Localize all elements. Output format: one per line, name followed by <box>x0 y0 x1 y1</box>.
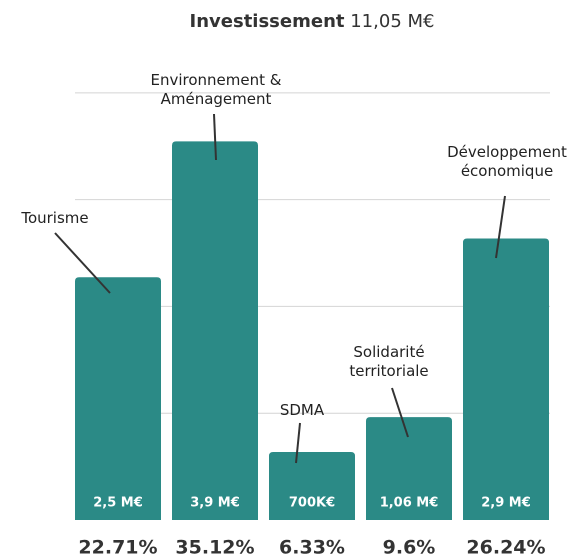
share-label: 22.71% <box>78 537 157 556</box>
category-label: Tourisme <box>20 209 88 227</box>
bar <box>75 277 161 520</box>
category-line: territoriale <box>349 362 428 380</box>
category-label: SDMA <box>280 401 325 419</box>
bar <box>172 141 258 521</box>
category-line: Aménagement <box>161 90 272 108</box>
leader-line <box>213 113 217 161</box>
value-label: 700K€ <box>289 496 335 511</box>
leader-line <box>295 422 301 464</box>
chart-title: Investissement <box>190 11 345 32</box>
leader-line <box>495 195 506 259</box>
leader-line <box>391 387 409 438</box>
leader-line <box>54 232 111 294</box>
bar <box>269 452 355 520</box>
share-label: 9.6% <box>383 537 436 556</box>
category-label: Environnement & Aménagement <box>151 71 282 108</box>
category-line: Développement <box>447 143 567 161</box>
share-label: 6.33% <box>279 537 345 556</box>
category-label: Solidarité territoriale <box>349 343 428 380</box>
value-label: 2,5 M€ <box>93 496 143 511</box>
value-label: 3,9 M€ <box>190 496 240 511</box>
share-label: 35.12% <box>175 537 254 556</box>
share-label: 26.24% <box>466 537 545 556</box>
category-line: économique <box>461 162 553 180</box>
chart-heading: Investissement 11,05 M€ <box>190 11 435 32</box>
bar <box>366 417 452 520</box>
value-label: 2,9 M€ <box>481 496 531 511</box>
value-label: 1,06 M€ <box>380 496 439 511</box>
category-line: SDMA <box>280 401 325 419</box>
chart-subtitle: 11,05 M€ <box>350 11 434 32</box>
category-label: Développement économique <box>447 143 567 180</box>
bar <box>463 238 549 520</box>
category-line: Tourisme <box>20 209 88 227</box>
category-line: Solidarité <box>353 343 424 361</box>
category-line: Environnement & <box>151 71 282 89</box>
